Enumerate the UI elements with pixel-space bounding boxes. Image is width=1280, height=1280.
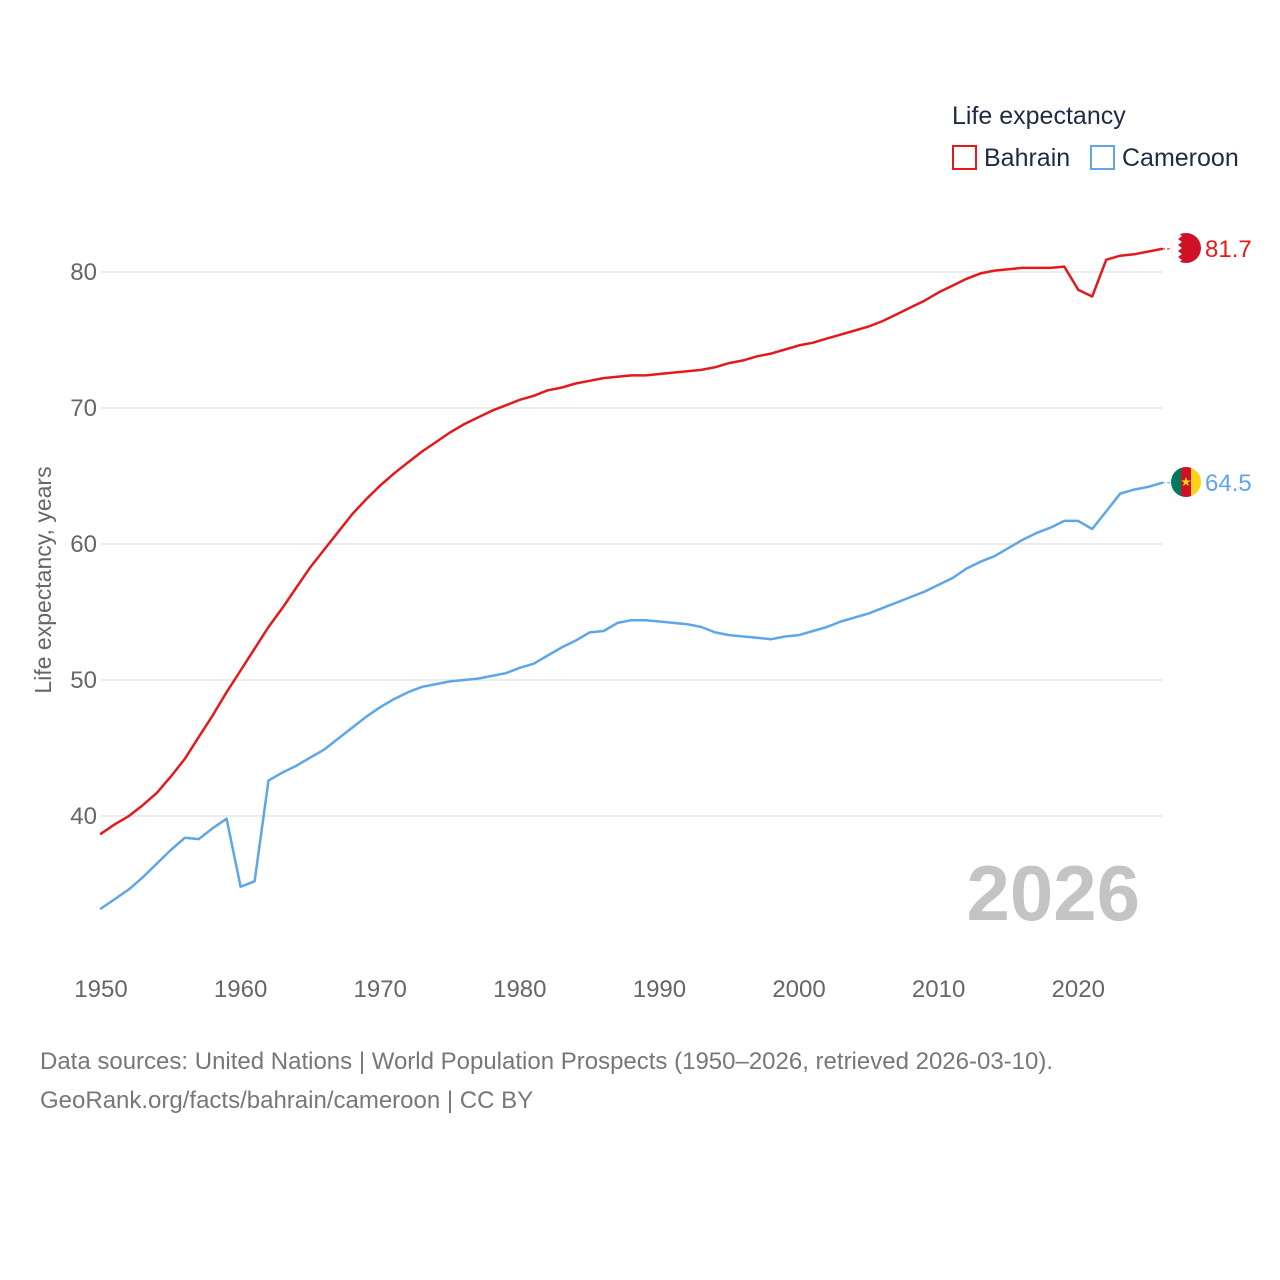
end-value-label-cameroon: 64.5 <box>1205 470 1252 497</box>
y-tick-label: 40 <box>70 803 97 830</box>
x-tick-label: 2020 <box>1052 976 1105 1003</box>
x-tick-label: 1980 <box>493 976 546 1003</box>
legend-label-bahrain[interactable]: Bahrain <box>984 144 1070 172</box>
legend-title: Life expectancy <box>952 102 1126 130</box>
footer: Data sources: United Nations | World Pop… <box>40 1042 1053 1120</box>
x-axis: 1950 1960 1970 1980 1990 2000 2010 2020 <box>74 976 1105 1003</box>
x-tick-label: 1990 <box>633 976 686 1003</box>
year-watermark: 2026 <box>966 849 1140 937</box>
data-source-note: Data sources: United Nations | World Pop… <box>40 1048 1054 1075</box>
y-axis-label: Life expectancy, years <box>30 466 56 693</box>
legend-swatch-cameroon[interactable] <box>1090 145 1115 170</box>
y-tick-label: 60 <box>70 531 97 558</box>
x-tick-label: 1960 <box>214 976 267 1003</box>
gridlines <box>101 271 1162 817</box>
y-tick-label: 70 <box>70 395 97 422</box>
series-lines <box>99 247 1164 910</box>
legend-swatch-bahrain[interactable] <box>952 145 977 170</box>
x-tick-label: 2000 <box>772 976 825 1003</box>
x-tick-label: 1970 <box>354 976 407 1003</box>
legend: Life expectancy Bahrain Cameroon <box>952 102 1239 172</box>
series-line-bahrain[interactable] <box>99 247 1164 835</box>
y-axis: 40 50 60 70 80 <box>70 259 97 830</box>
y-tick-label: 80 <box>70 259 97 286</box>
legend-label-cameroon[interactable]: Cameroon <box>1122 144 1239 172</box>
y-tick-label: 50 <box>70 667 97 694</box>
attribution-link[interactable]: GeoRank.org/facts/bahrain/cameroon | CC … <box>40 1087 534 1114</box>
series-line-cameroon[interactable] <box>99 481 1164 910</box>
end-value-label-bahrain: 81.7 <box>1205 236 1252 263</box>
cameroon-flag-icon <box>1171 467 1201 497</box>
x-tick-label: 2010 <box>912 976 965 1003</box>
bahrain-flag-icon <box>1171 233 1201 263</box>
x-tick-label: 1950 <box>74 976 127 1003</box>
